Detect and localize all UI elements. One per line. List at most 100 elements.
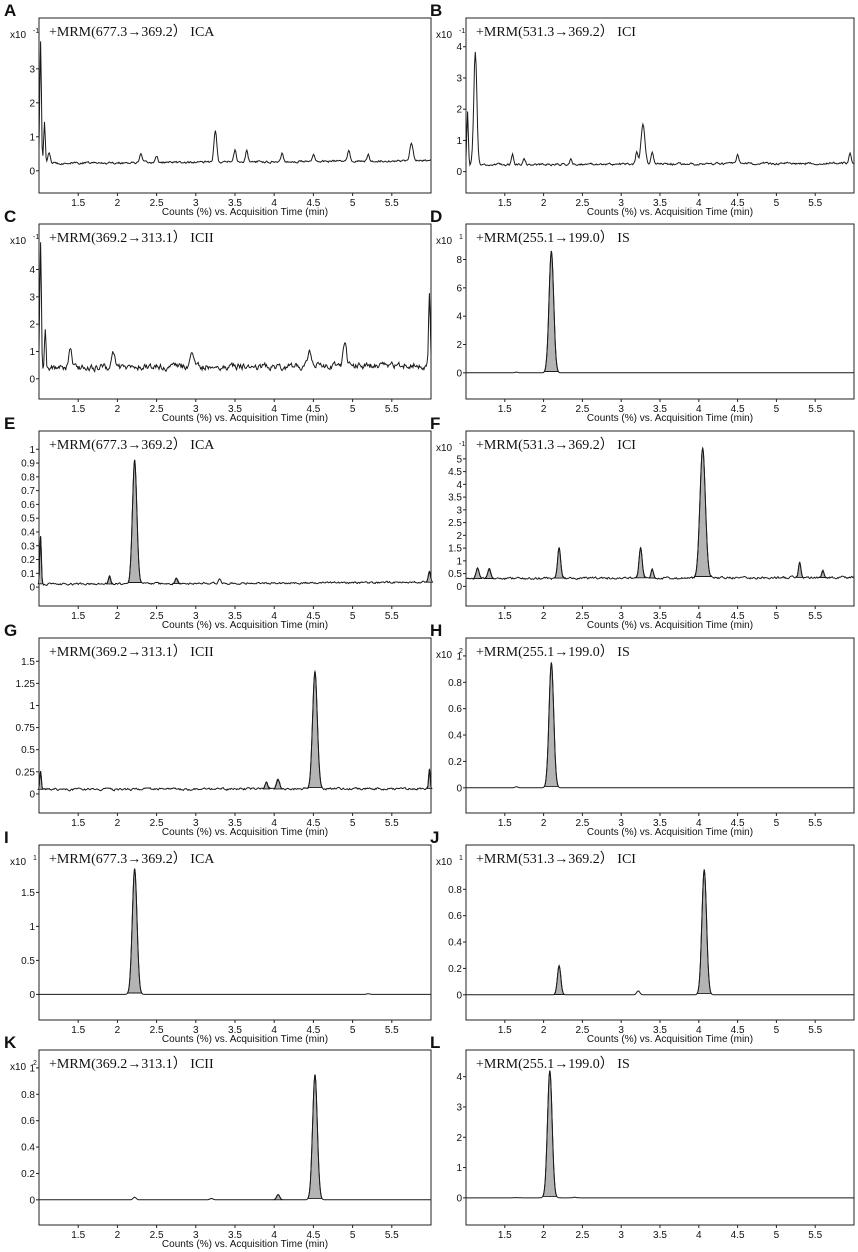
x-axis-title-h: Counts (%) vs. Acquisition Time (min) xyxy=(587,827,753,838)
panel-letter-a: A xyxy=(4,1,16,20)
panel-letter-c: C xyxy=(4,207,16,226)
y-tick-label-h-5: 1 xyxy=(456,651,462,662)
y-tick-label-l-0: 0 xyxy=(456,1193,462,1204)
panel-letter-j: J xyxy=(430,828,439,847)
panel-letter-d: D xyxy=(430,207,442,226)
x-tick-label-e-8: 5.5 xyxy=(385,611,399,622)
y-tick-label-g-3: 0.75 xyxy=(16,723,36,734)
y-tick-label-i-2: 1 xyxy=(29,922,35,933)
chart-panel-l: L 0 1 2 3 4 1.5 2 2.5 3 3.5 4 4.5 5 5.5 +MRM(255.1→199.… xyxy=(430,1033,855,1241)
trace-title-f: +MRM(531.3→369.2） ICI xyxy=(476,437,636,453)
x-axis-title-b: Counts (%) vs. Acquisition Time (min) xyxy=(587,207,753,218)
x-tick-label-d-1: 2 xyxy=(541,404,547,415)
trace-line-a xyxy=(38,41,432,166)
trace-line-f xyxy=(465,448,855,581)
trace-line-b xyxy=(465,51,855,167)
x-tick-label-k-6: 4.5 xyxy=(306,1230,320,1241)
scale-label-j: x10 xyxy=(436,857,453,868)
y-tick-label-i-0: 0 xyxy=(29,990,35,1001)
x-tick-label-l-7: 5 xyxy=(774,1230,780,1241)
x-tick-label-a-2: 2.5 xyxy=(150,198,164,209)
x-tick-label-i-1: 2 xyxy=(115,1025,121,1036)
x-tick-label-b-1: 2 xyxy=(541,198,547,209)
scale-label-c: x10 xyxy=(10,236,27,247)
scale-exponent-b: -1 xyxy=(459,28,465,35)
x-tick-label-l-0: 1.5 xyxy=(498,1230,512,1241)
x-axis-title-j: Counts (%) vs. Acquisition Time (min) xyxy=(587,1034,753,1045)
trace-title-g: +MRM(369.2→313.1） ICII xyxy=(49,644,214,660)
y-tick-label-k-2: 0.4 xyxy=(21,1143,35,1154)
x-tick-label-j-3: 3 xyxy=(618,1025,624,1036)
x-tick-label-b-0: 1.5 xyxy=(498,198,512,209)
x-tick-label-g-4: 3.5 xyxy=(228,818,242,829)
x-tick-label-g-2: 2.5 xyxy=(150,818,164,829)
y-tick-label-e-2: 0.2 xyxy=(21,555,35,566)
x-tick-label-d-3: 3 xyxy=(618,404,624,415)
x-tick-label-c-6: 4.5 xyxy=(306,404,320,415)
x-axis-title-f: Counts (%) vs. Acquisition Time (min) xyxy=(587,620,753,631)
y-tick-label-e-5: 0.5 xyxy=(21,514,35,525)
x-tick-label-e-0: 1.5 xyxy=(71,611,85,622)
y-tick-label-e-8: 0.8 xyxy=(21,472,35,483)
plot-frame-d xyxy=(465,223,855,400)
x-tick-label-f-4: 3.5 xyxy=(653,611,667,622)
y-tick-label-l-4: 4 xyxy=(456,1072,462,1083)
y-tick-label-l-2: 2 xyxy=(456,1133,462,1144)
trace-line-h xyxy=(466,662,854,789)
y-tick-label-e-3: 0.3 xyxy=(21,541,35,552)
y-tick-label-k-3: 0.6 xyxy=(21,1116,35,1127)
y-tick-label-d-1: 2 xyxy=(456,340,462,351)
x-tick-label-h-8: 5.5 xyxy=(808,818,822,829)
x-tick-label-g-7: 5 xyxy=(350,818,356,829)
x-tick-label-k-4: 3.5 xyxy=(228,1230,242,1241)
scale-label-a: x10 xyxy=(10,30,27,41)
panel-letter-e: E xyxy=(4,414,15,433)
chart-panel-g: G 0 0.25 0.5 0.75 1 1.25 1.5 1.5 2 2.5 3 3.5 4 4.5 5 5.5… xyxy=(4,621,433,838)
y-tick-label-i-3: 1.5 xyxy=(21,888,35,899)
trace-title-k: +MRM(369.2→313.1） ICII xyxy=(49,1056,214,1072)
y-tick-label-d-3: 6 xyxy=(456,283,462,294)
y-tick-label-j-1: 0.2 xyxy=(448,964,462,975)
x-tick-label-e-2: 2.5 xyxy=(150,611,164,622)
x-tick-label-a-7: 5 xyxy=(350,198,356,209)
plot-frame-c xyxy=(38,223,432,400)
y-tick-label-f-5: 2.5 xyxy=(448,518,462,529)
plot-frame-g xyxy=(38,637,432,814)
x-tick-label-l-6: 4.5 xyxy=(731,1230,745,1241)
y-tick-label-f-9: 4.5 xyxy=(448,467,462,478)
plot-frame-k xyxy=(38,1049,432,1226)
x-tick-label-j-8: 5.5 xyxy=(808,1025,822,1036)
x-tick-label-i-6: 4.5 xyxy=(306,1025,320,1036)
plot-frame-h xyxy=(465,637,855,814)
x-tick-label-d-6: 4.5 xyxy=(731,404,745,415)
x-tick-label-l-5: 4 xyxy=(696,1230,702,1241)
x-tick-label-i-5: 4 xyxy=(271,1025,277,1036)
y-tick-label-h-0: 0 xyxy=(456,783,462,794)
x-axis-title-c: Counts (%) vs. Acquisition Time (min) xyxy=(162,413,328,424)
scale-label-k: x10 xyxy=(10,1062,27,1073)
y-tick-label-f-4: 2 xyxy=(456,531,462,542)
plot-frame-j xyxy=(465,844,855,1021)
y-tick-label-c-1: 1 xyxy=(29,347,35,358)
x-tick-label-c-3: 3 xyxy=(193,404,199,415)
y-tick-label-k-4: 0.8 xyxy=(21,1090,35,1101)
panel-letter-f: F xyxy=(430,414,440,433)
trace-title-h: +MRM(255.1→199.0） IS xyxy=(476,644,630,660)
y-tick-label-f-0: 0 xyxy=(456,582,462,593)
x-tick-label-g-6: 4.5 xyxy=(306,818,320,829)
x-tick-label-j-5: 4 xyxy=(696,1025,702,1036)
y-tick-label-e-0: 0 xyxy=(29,583,35,594)
scale-exponent-k: 2 xyxy=(33,1060,37,1067)
x-tick-label-g-0: 1.5 xyxy=(71,818,85,829)
panel-letter-l: L xyxy=(430,1033,440,1052)
x-tick-label-k-3: 3 xyxy=(193,1230,199,1241)
x-tick-label-a-4: 3.5 xyxy=(228,198,242,209)
trace-title-b: +MRM(531.3→369.2） ICI xyxy=(476,24,636,40)
chart-panel-e: E 0 0.1 0.2 0.3 0.4 0.5 0.6 0.7 0.8 0.9 1 1.5 2 2.5 3 3.… xyxy=(4,414,434,631)
x-tick-label-h-7: 5 xyxy=(774,818,780,829)
y-tick-label-l-1: 1 xyxy=(456,1163,462,1174)
x-tick-label-i-3: 3 xyxy=(193,1025,199,1036)
